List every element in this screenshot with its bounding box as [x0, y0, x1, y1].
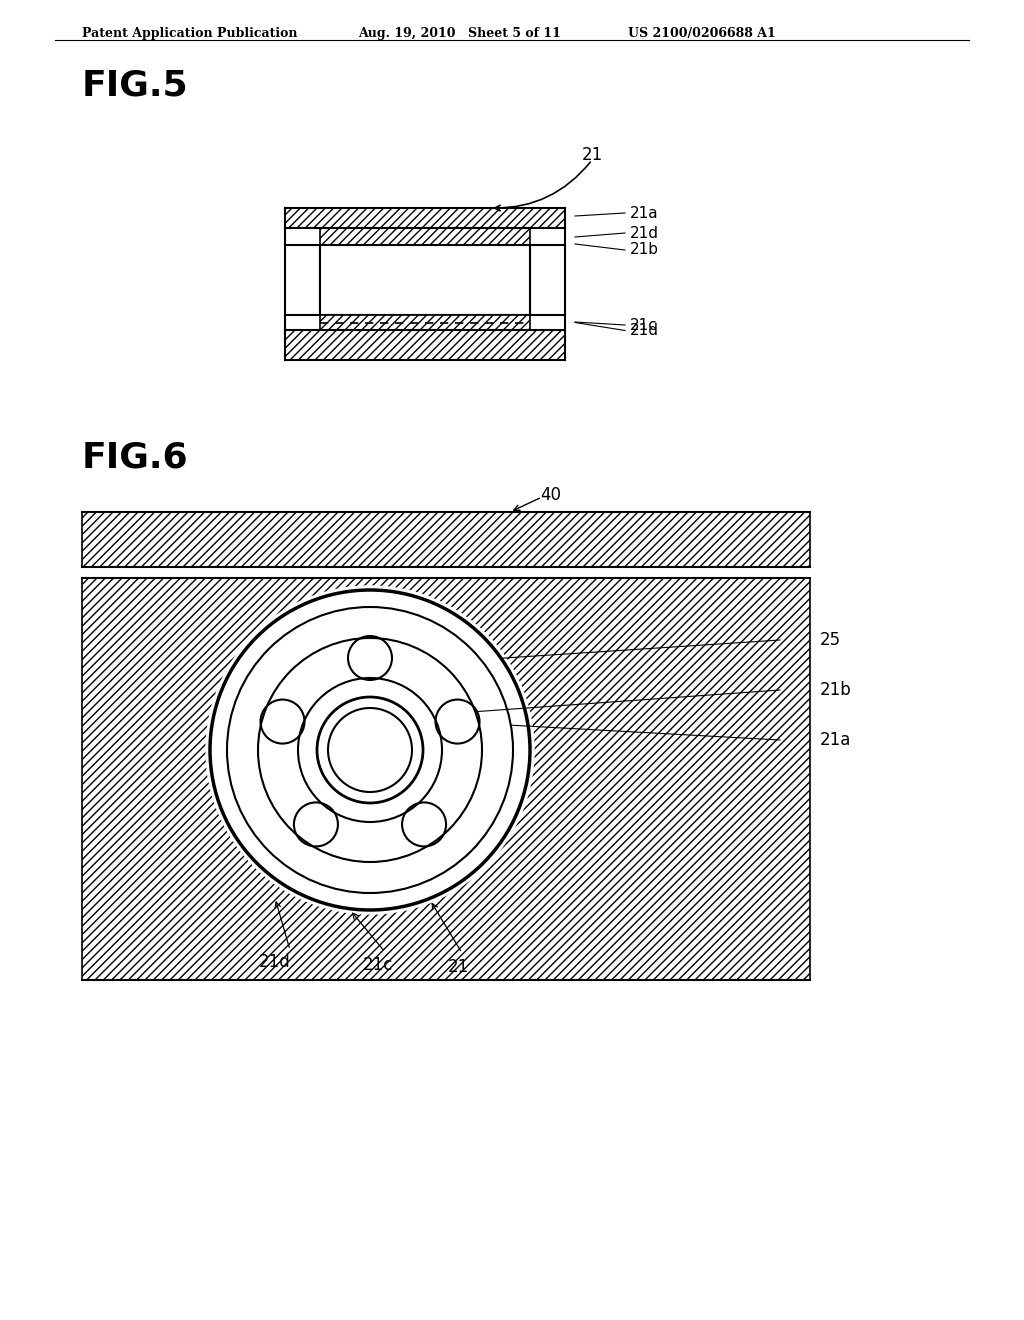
Bar — [319, 315, 530, 330]
Text: FIG.6: FIG.6 — [82, 440, 188, 474]
Circle shape — [328, 708, 412, 792]
Bar — [319, 246, 530, 315]
Circle shape — [348, 636, 392, 680]
Text: 21d: 21d — [630, 323, 659, 338]
Text: 21b: 21b — [630, 243, 659, 257]
Bar — [82, 578, 810, 979]
Text: 21a: 21a — [820, 731, 851, 748]
Bar — [285, 330, 565, 360]
Text: 21: 21 — [447, 958, 469, 975]
Bar — [530, 246, 565, 315]
Text: 21c: 21c — [362, 956, 393, 974]
Text: 25: 25 — [820, 631, 841, 649]
Text: US 2100/0206688 A1: US 2100/0206688 A1 — [628, 26, 776, 40]
Text: 21: 21 — [582, 147, 603, 164]
Circle shape — [435, 700, 479, 743]
Text: FIG.5: FIG.5 — [82, 69, 188, 102]
Text: 21d: 21d — [259, 953, 291, 972]
Bar — [82, 512, 810, 568]
Text: 40: 40 — [540, 486, 561, 504]
Bar — [285, 209, 565, 228]
Text: Patent Application Publication: Patent Application Publication — [82, 26, 298, 40]
Bar — [285, 246, 319, 315]
Text: 21d: 21d — [630, 226, 659, 240]
Text: 21c: 21c — [630, 318, 657, 333]
Text: Sheet 5 of 11: Sheet 5 of 11 — [468, 26, 561, 40]
Text: 21a: 21a — [630, 206, 658, 220]
Circle shape — [402, 803, 446, 846]
Circle shape — [260, 700, 304, 743]
Text: 21b: 21b — [820, 681, 852, 700]
Circle shape — [294, 803, 338, 846]
Bar — [319, 228, 530, 246]
Circle shape — [206, 586, 534, 913]
Text: Aug. 19, 2010: Aug. 19, 2010 — [358, 26, 456, 40]
